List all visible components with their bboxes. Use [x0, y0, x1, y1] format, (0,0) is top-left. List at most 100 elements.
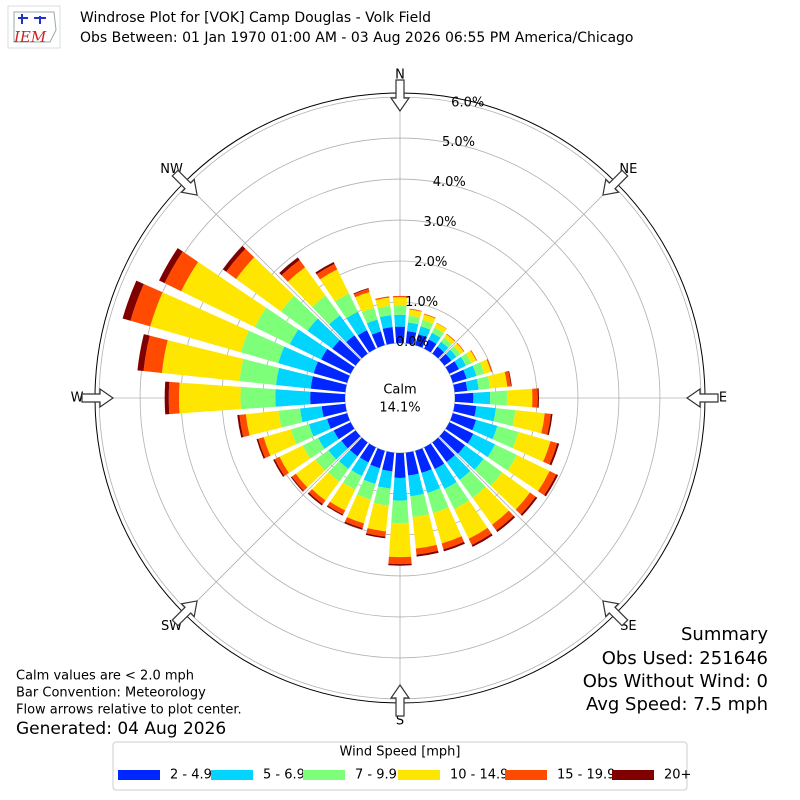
bar-segment [150, 292, 249, 353]
bar-segment [355, 291, 375, 313]
logo-frame [7, 5, 61, 49]
bar-segment [538, 470, 557, 496]
bar-segment [394, 452, 406, 478]
bar-segment [239, 414, 250, 438]
bar-segment [164, 381, 170, 415]
bar-segment [254, 307, 299, 345]
bar-segment [507, 454, 550, 492]
bar-segment [441, 337, 452, 348]
bar-segment [357, 330, 376, 353]
bar-segment [437, 341, 449, 353]
bar-segment [339, 449, 358, 470]
bar-segment [409, 308, 422, 312]
bar-segment [394, 314, 406, 327]
bar-segment [333, 422, 355, 440]
bar-segment [472, 486, 509, 525]
bar-segment [310, 376, 347, 393]
bar-segment [290, 424, 314, 445]
bar-segment [434, 323, 447, 334]
bar-segment [450, 346, 461, 357]
bar-segment [311, 472, 340, 501]
bar-segment [470, 350, 478, 361]
bar-segment [330, 482, 356, 511]
bar-segment [342, 470, 362, 490]
bar-segment [504, 371, 511, 387]
summary-line: Avg Speed: 7.5 mph [586, 694, 768, 715]
compass-arrow [81, 387, 115, 409]
bar-segment [308, 418, 331, 437]
bar-segment [420, 319, 434, 330]
bar-segment [346, 311, 367, 336]
bar-segment [450, 369, 467, 383]
bar-segment [130, 283, 163, 327]
bar-segment [300, 406, 324, 423]
bar-segment [457, 445, 484, 470]
bar-segment [487, 444, 517, 471]
bar-segment [318, 430, 339, 449]
bar-segment [415, 544, 439, 555]
bar-segment [143, 335, 168, 373]
bar-segment [375, 297, 391, 309]
bar-segment [439, 430, 466, 454]
bar-segment [393, 305, 407, 315]
bar-segment [445, 422, 474, 444]
bar-segment [371, 331, 385, 348]
bar-segment [487, 371, 508, 389]
bar-segment [310, 391, 346, 405]
bar-segment [290, 476, 304, 492]
bar-segment [222, 245, 246, 272]
bar-segment [492, 510, 514, 531]
bar-segment [453, 381, 468, 393]
bar-segment [349, 437, 368, 457]
compass-arrow [389, 79, 411, 113]
bar-segment [313, 361, 350, 383]
bar-segment [421, 469, 441, 494]
note: Calm values are < 2.0 mph [16, 669, 194, 684]
legend-label: 2 - 4.9 [170, 768, 212, 783]
bar-segment [279, 445, 311, 473]
legend-swatch [398, 770, 440, 780]
compass-arrow [389, 683, 411, 717]
bar-segment [377, 305, 392, 318]
bar-segment [315, 450, 337, 471]
bar-segment [532, 388, 538, 408]
grid-line [438, 436, 616, 614]
bar-segment [493, 408, 516, 427]
bar-segment [361, 307, 378, 324]
bar-segment [405, 331, 417, 345]
legend-title: Wind Speed [mph] [340, 745, 461, 760]
bar-segment [356, 479, 376, 500]
bar-segment [353, 288, 369, 295]
bar-segment [427, 488, 449, 514]
summary-line: Obs Used: 251646 [602, 648, 768, 669]
bar-segment [392, 297, 408, 306]
bar-segment [453, 403, 477, 417]
bar-segment [263, 429, 297, 456]
bar-segment [332, 339, 361, 366]
r-tick-label: 0.0% [396, 335, 429, 350]
bar-segment [295, 459, 325, 488]
bar-segment [346, 494, 371, 524]
bar-segment [258, 437, 271, 459]
bar-segment [453, 343, 464, 355]
grid-line [184, 436, 362, 614]
bar-segment [256, 438, 266, 459]
r-tick-label: 2.0% [414, 255, 447, 270]
bar-segment [302, 437, 325, 459]
legend-swatch [505, 770, 547, 780]
bar-segment [326, 505, 344, 516]
bar-segment [344, 517, 365, 529]
bar-segment [328, 440, 348, 460]
compass-label: W [71, 391, 84, 406]
bar-segment [450, 413, 477, 431]
r-tick-label: 1.0% [405, 295, 438, 310]
bar-segment [418, 326, 431, 338]
bar-segment [377, 469, 393, 489]
bar-segment [395, 326, 405, 344]
bar-segment [122, 280, 144, 321]
bar-segment [492, 425, 519, 449]
bar-segment [245, 410, 282, 436]
bar-segment [424, 443, 445, 470]
bar-segment [137, 334, 150, 372]
bar-segment [179, 382, 241, 414]
